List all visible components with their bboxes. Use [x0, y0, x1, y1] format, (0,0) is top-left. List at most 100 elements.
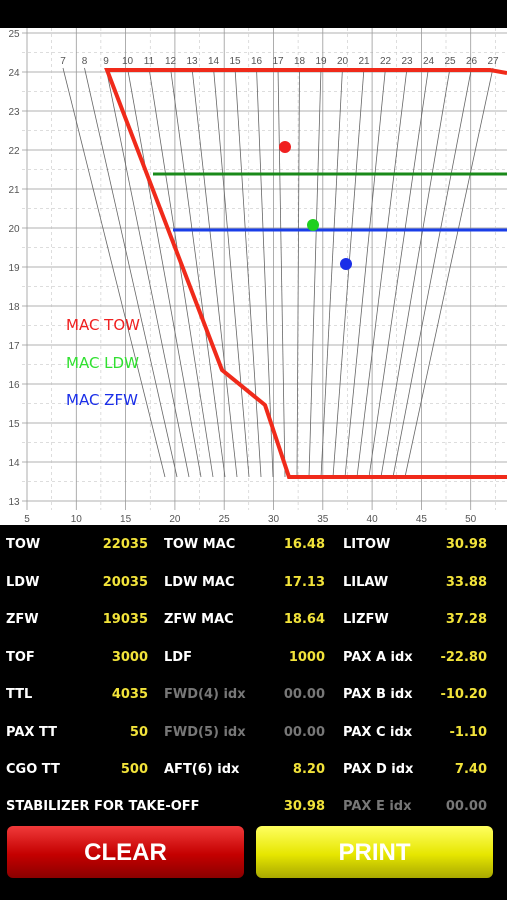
- cell-label: ZFW: [6, 612, 39, 627]
- legend-ldw: MAC LDW: [66, 354, 139, 372]
- stabilizer-label: STABILIZER FOR TAKE-OFF: [6, 799, 200, 814]
- cell-value: 7.40: [454, 762, 487, 777]
- mac-line: [256, 67, 274, 478]
- x-label: 50: [465, 514, 477, 525]
- mac-line: [62, 67, 166, 478]
- cell-value: 37.28: [445, 612, 487, 627]
- cell-label: PAX TT: [6, 724, 57, 740]
- mac-line: [368, 67, 429, 478]
- balance-chart: 25 24 23 22 21 20 19 18 17 16 15 14 13 5 10 15 20 25 30 35 4…: [0, 28, 507, 525]
- mac-line: [148, 67, 214, 478]
- mac-label: 8: [82, 56, 88, 67]
- legend-tow: MAC TOW: [66, 316, 140, 334]
- cell-label: LIZFW: [343, 612, 389, 627]
- mac-label: 13: [186, 56, 198, 67]
- cell-label: TOF: [6, 649, 35, 665]
- mac-line: [356, 67, 408, 478]
- mac-label: 10: [122, 56, 134, 67]
- mac-line: [296, 67, 300, 478]
- mac-label: 12: [165, 56, 177, 67]
- cell-value: 00.00: [283, 687, 325, 702]
- cell-value: 3000: [111, 649, 148, 665]
- print-button[interactable]: PRINT: [256, 826, 493, 878]
- y-label: 22: [8, 146, 20, 157]
- mac-line: [84, 67, 178, 478]
- mac-label: 16: [251, 56, 263, 67]
- x-label: 30: [268, 514, 280, 525]
- stabilizer-value: 30.98: [283, 799, 325, 814]
- mac-line: [170, 67, 226, 478]
- cell-value: -1.10: [449, 724, 487, 740]
- y-label: 17: [8, 341, 20, 352]
- cell-label: AFT(6) idx: [164, 762, 240, 777]
- mac-line: [105, 67, 190, 478]
- ldw-point: [307, 219, 319, 231]
- mac-line: [234, 67, 262, 478]
- y-label: 21: [8, 185, 20, 196]
- cell-label: LDW: [6, 574, 40, 590]
- axis-labels: 25 24 23 22 21 20 19 18 17 16 15 14 13 5 10 15 20 25 30 35 4…: [8, 29, 499, 525]
- mac-label: 17: [272, 56, 284, 67]
- y-label: 25: [8, 29, 20, 40]
- cell-label: TOW MAC: [164, 537, 236, 552]
- mac-label: 24: [423, 56, 435, 67]
- mac-line: [320, 67, 343, 478]
- x-label: 10: [71, 514, 83, 525]
- envelope: [104, 68, 507, 479]
- cell-value: 50: [129, 724, 148, 740]
- x-label: 45: [416, 514, 428, 525]
- clear-button[interactable]: CLEAR: [7, 826, 244, 878]
- mac-label: 26: [466, 56, 478, 67]
- mac-label: 18: [294, 56, 306, 67]
- mac-line: [191, 67, 238, 478]
- cell-label: FWD(5) idx: [164, 724, 246, 740]
- mac-line: [332, 67, 365, 478]
- y-label: 15: [8, 419, 20, 430]
- mac-label: 21: [358, 56, 370, 67]
- cell-label: TOW: [6, 537, 41, 552]
- legend-zfw: MAC ZFW: [66, 391, 138, 409]
- mac-label: 14: [208, 56, 220, 67]
- mac-line: [380, 67, 451, 478]
- mac-label: 19: [315, 56, 327, 67]
- y-label: 19: [8, 263, 20, 274]
- cell-value: 17.13: [283, 574, 325, 590]
- cell-value: 30.98: [445, 537, 487, 552]
- mac-label: 25: [444, 56, 456, 67]
- cell-label: CGO TT: [6, 762, 60, 777]
- pax-e-value: 00.00: [445, 799, 487, 814]
- cell-label: PAX C idx: [343, 724, 413, 740]
- cell-value: 500: [120, 762, 148, 777]
- cell-value: 4035: [111, 687, 148, 702]
- x-label: 20: [169, 514, 181, 525]
- cell-label: LDW MAC: [164, 574, 235, 590]
- grid: [22, 28, 507, 510]
- cell-value: 20035: [102, 574, 148, 590]
- mac-line: [277, 67, 286, 478]
- mac-line: [344, 67, 386, 478]
- mac-line: [213, 67, 250, 478]
- cell-value: -10.20: [440, 687, 487, 702]
- cell-value: -22.80: [440, 649, 487, 665]
- tow-point: [279, 141, 291, 153]
- cell-value: 8.20: [292, 762, 325, 777]
- zfw-point: [340, 258, 352, 270]
- mac-label: 23: [401, 56, 413, 67]
- cell-value: 18.64: [283, 612, 325, 627]
- mac-line: [308, 67, 322, 478]
- y-label: 16: [8, 380, 20, 391]
- y-label: 18: [8, 302, 20, 313]
- x-label: 25: [219, 514, 231, 525]
- y-label: 20: [8, 224, 20, 235]
- mac-label: 22: [380, 56, 392, 67]
- pax-e-label: PAX E idx: [343, 799, 412, 814]
- cell-value: 1000: [288, 649, 325, 665]
- y-label: 24: [8, 68, 20, 79]
- x-label: 15: [120, 514, 132, 525]
- mac-line: [127, 67, 202, 478]
- cell-value: 16.48: [283, 537, 325, 552]
- x-label: 35: [317, 514, 329, 525]
- mac-line: [404, 67, 494, 478]
- cell-label: FWD(4) idx: [164, 687, 246, 702]
- x-label: 40: [367, 514, 379, 525]
